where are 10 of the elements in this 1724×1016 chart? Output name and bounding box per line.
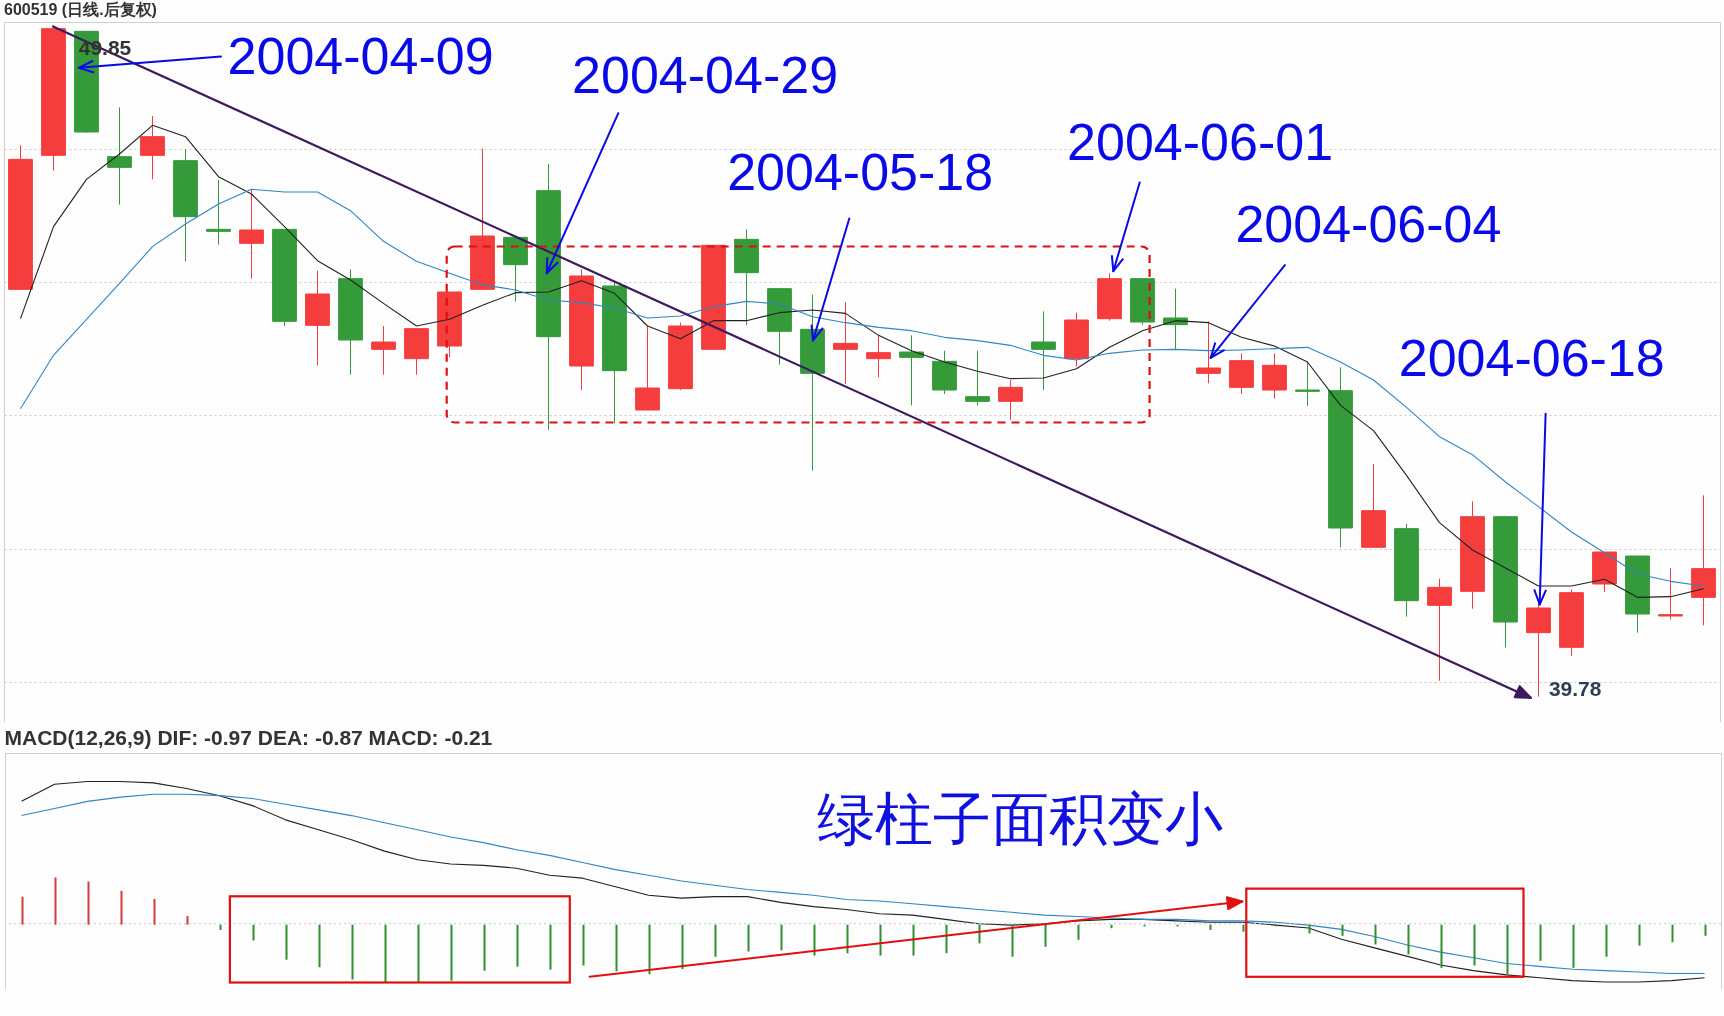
- chart-title: 600519 (日线.后复权): [4, 1, 157, 18]
- annotation: 2004-06-18: [1398, 329, 1665, 388]
- annotation: 2004-04-29: [572, 45, 839, 104]
- annotation: 2004-04-09: [227, 26, 494, 85]
- annotation: 绿柱子面积变小: [817, 785, 1224, 851]
- annotation: 2004-06-04: [1235, 194, 1502, 253]
- annotation: 2004-05-18: [727, 143, 994, 202]
- chart-title: MACD(12,26,9) DIF: -0.97 DEA: -0.87 MACD: -0.21: [4, 726, 493, 749]
- annotation: 2004-06-01: [1067, 112, 1334, 171]
- annotation: 39.78: [1548, 677, 1602, 701]
